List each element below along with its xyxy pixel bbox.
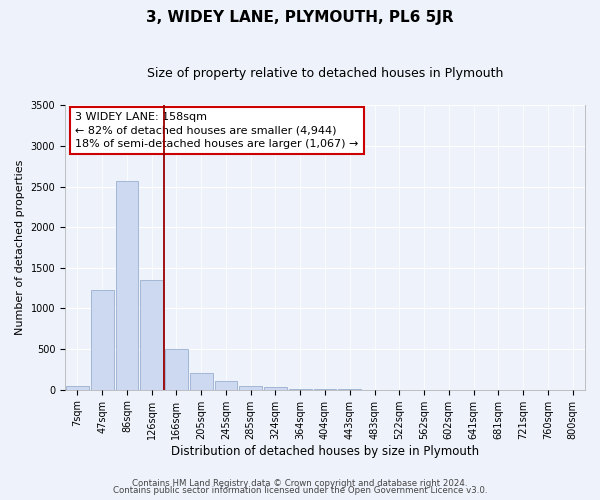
Text: 3, WIDEY LANE, PLYMOUTH, PL6 5JR: 3, WIDEY LANE, PLYMOUTH, PL6 5JR xyxy=(146,10,454,25)
Bar xyxy=(140,280,163,390)
Text: 3 WIDEY LANE: 158sqm
← 82% of detached houses are smaller (4,944)
18% of semi-de: 3 WIDEY LANE: 158sqm ← 82% of detached h… xyxy=(76,112,359,149)
Title: Size of property relative to detached houses in Plymouth: Size of property relative to detached ho… xyxy=(147,68,503,80)
Bar xyxy=(91,290,113,390)
Bar xyxy=(264,388,287,390)
Bar xyxy=(66,386,89,390)
Y-axis label: Number of detached properties: Number of detached properties xyxy=(15,160,25,335)
Bar xyxy=(215,381,238,390)
Text: Contains HM Land Registry data © Crown copyright and database right 2024.: Contains HM Land Registry data © Crown c… xyxy=(132,478,468,488)
Bar xyxy=(190,374,212,390)
Bar xyxy=(239,386,262,390)
Text: Contains public sector information licensed under the Open Government Licence v3: Contains public sector information licen… xyxy=(113,486,487,495)
X-axis label: Distribution of detached houses by size in Plymouth: Distribution of detached houses by size … xyxy=(171,444,479,458)
Bar xyxy=(116,181,139,390)
Bar xyxy=(289,388,311,390)
Bar xyxy=(165,349,188,390)
